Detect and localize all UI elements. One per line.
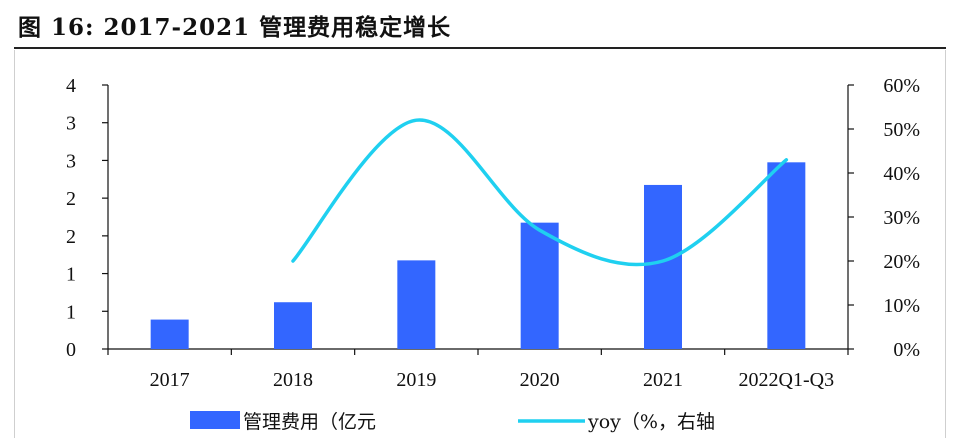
- right-axis-tick-label: 20%: [883, 251, 920, 273]
- right-axis-tick-label: 0%: [893, 339, 920, 361]
- left-axis-tick-label: 0: [66, 339, 76, 361]
- x-axis: 2017 2018 2019 2020 2021 2022Q1-Q3: [107, 348, 849, 391]
- bar-series: [150, 162, 806, 349]
- bar-2017: [150, 319, 189, 349]
- bar-2018: [274, 302, 312, 349]
- frame-border-left: [14, 50, 15, 438]
- yoy-line-path: [291, 118, 789, 267]
- x-axis-tick-label: 2020: [520, 369, 560, 391]
- left-axis-tick-label: 3: [66, 150, 76, 172]
- right-axis-tick-label: 30%: [883, 207, 920, 229]
- chart-title: 图 16: 2017-2021 管理费用稳定增长: [18, 14, 452, 41]
- bar-2021: [644, 184, 682, 349]
- frame-border-right: [945, 50, 946, 438]
- left-axis: 0 1 1 2 2 3 3 4: [66, 75, 109, 361]
- bar-2019: [397, 260, 436, 349]
- legend-label-line: yoy（%，右轴: [587, 411, 715, 433]
- left-axis-tick-label: 2: [66, 188, 76, 210]
- x-axis-tick-label: 2021: [643, 369, 683, 391]
- bar-2020: [520, 222, 559, 349]
- x-axis-tick-label: 2018: [273, 369, 313, 391]
- bar-2022Q1-Q3: [767, 162, 806, 349]
- right-axis-tick-label: 50%: [883, 119, 920, 141]
- right-axis-tick-label: 60%: [883, 75, 920, 97]
- line-series: [291, 118, 789, 267]
- left-axis-tick-label: 3: [66, 113, 76, 135]
- left-axis-tick-label: 2: [66, 226, 76, 248]
- right-axis-tick-label: 10%: [883, 295, 920, 317]
- left-axis-tick-label: 1: [66, 264, 76, 286]
- left-axis-tick-label: 1: [66, 301, 76, 323]
- x-axis-tick-label: 2017: [150, 369, 190, 391]
- right-axis-tick-label: 40%: [883, 163, 920, 185]
- legend-swatch-bar: [190, 411, 240, 429]
- legend: 管理费用（亿元 yoy（%，右轴: [190, 411, 715, 433]
- legend-label-bar: 管理费用（亿元: [243, 411, 376, 433]
- x-axis-tick-label: 2022Q1-Q3: [739, 369, 835, 391]
- left-axis-tick-label: 4: [66, 75, 76, 97]
- title-underline: [14, 47, 946, 49]
- right-axis: 0% 10% 20% 30% 40% 50% 60%: [847, 75, 920, 361]
- x-axis-tick-label: 2019: [396, 369, 436, 391]
